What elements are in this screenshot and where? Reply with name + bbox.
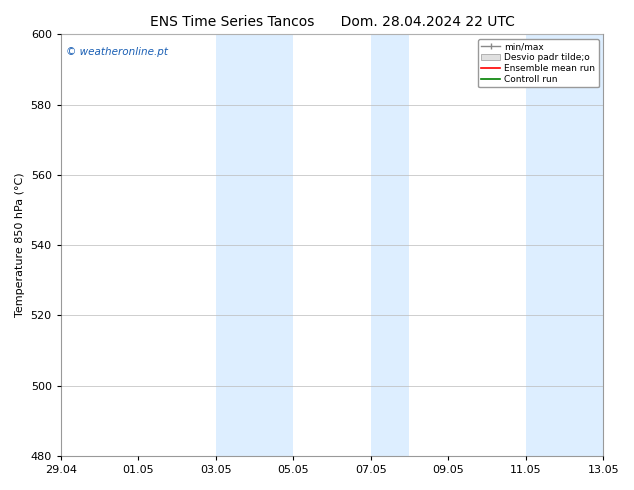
Y-axis label: Temperature 850 hPa (°C): Temperature 850 hPa (°C): [15, 173, 25, 318]
Text: © weatheronline.pt: © weatheronline.pt: [67, 47, 168, 57]
Bar: [216, 34, 294, 456]
Bar: [526, 34, 603, 456]
Legend: min/max, Desvio padr tilde;o, Ensemble mean run, Controll run: min/max, Desvio padr tilde;o, Ensemble m…: [478, 39, 598, 88]
Bar: [371, 34, 410, 456]
Title: ENS Time Series Tancos      Dom. 28.04.2024 22 UTC: ENS Time Series Tancos Dom. 28.04.2024 2…: [150, 15, 514, 29]
